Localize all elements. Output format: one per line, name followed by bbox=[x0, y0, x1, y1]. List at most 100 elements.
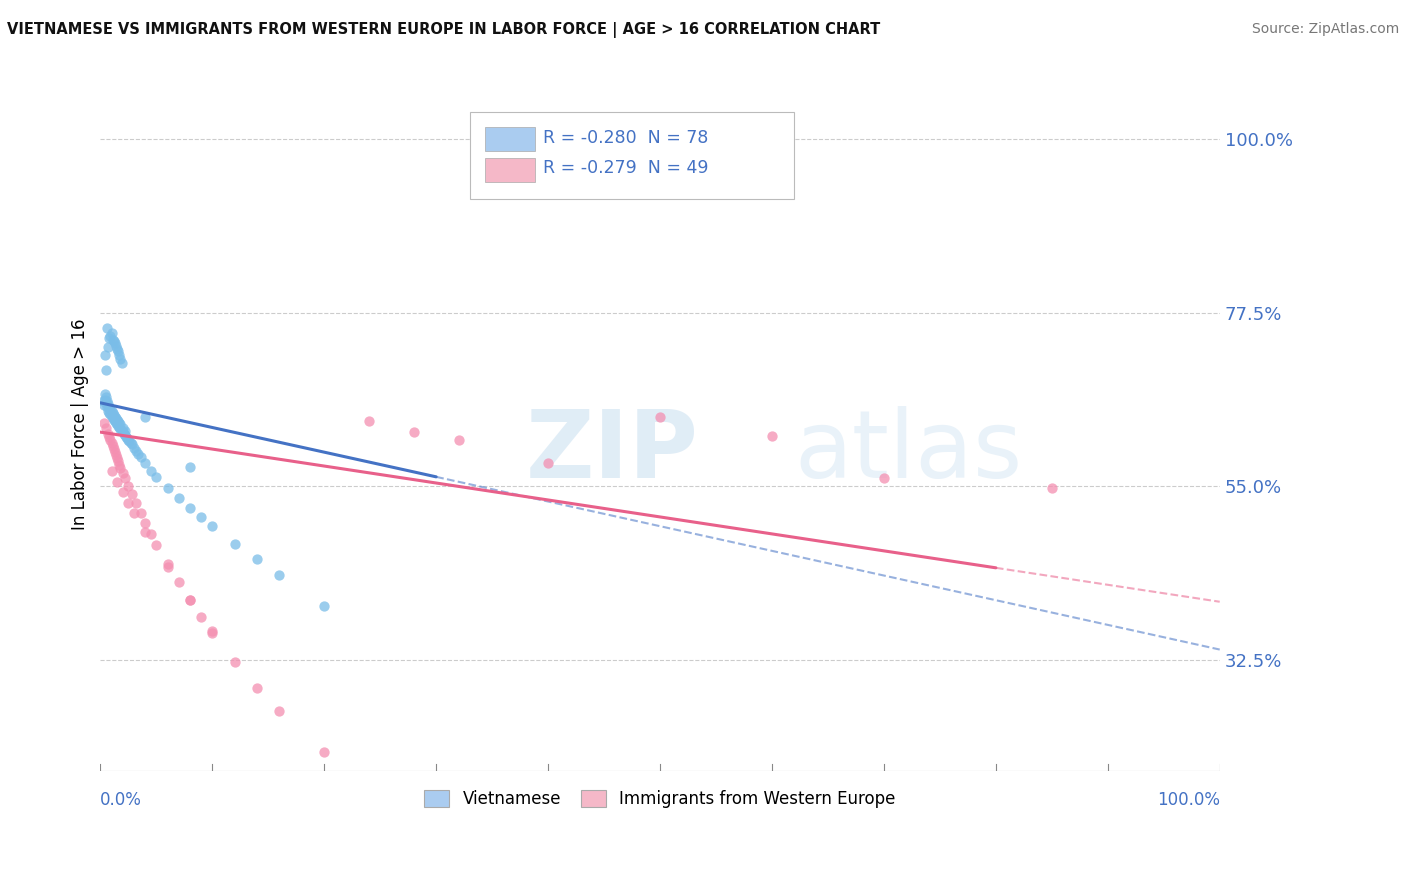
Point bbox=[94, 392, 117, 407]
Point bbox=[156, 481, 179, 495]
Text: ZIP: ZIP bbox=[526, 406, 699, 498]
Point bbox=[224, 537, 246, 551]
Text: R = -0.280  N = 78: R = -0.280 N = 78 bbox=[543, 128, 707, 147]
Point bbox=[100, 326, 122, 341]
Point bbox=[105, 416, 128, 430]
Point bbox=[190, 510, 212, 524]
Point bbox=[114, 471, 136, 485]
Point bbox=[97, 426, 120, 441]
Point bbox=[100, 403, 122, 417]
Point bbox=[105, 411, 128, 425]
Point bbox=[108, 348, 131, 362]
Point bbox=[201, 519, 224, 533]
Point bbox=[101, 439, 124, 453]
Point bbox=[114, 424, 136, 438]
Point bbox=[93, 416, 115, 430]
Point bbox=[134, 516, 156, 530]
Text: 0.0%: 0.0% bbox=[100, 790, 142, 809]
Point bbox=[100, 328, 122, 343]
Point bbox=[105, 448, 128, 462]
Point bbox=[179, 459, 201, 474]
FancyBboxPatch shape bbox=[485, 128, 534, 151]
Point bbox=[100, 408, 122, 422]
FancyBboxPatch shape bbox=[485, 158, 534, 182]
Point bbox=[94, 396, 117, 410]
Point bbox=[139, 527, 162, 541]
Point bbox=[134, 525, 156, 540]
Point bbox=[648, 409, 671, 424]
Point bbox=[117, 433, 139, 447]
Point bbox=[93, 398, 115, 412]
Point bbox=[104, 409, 127, 424]
Point bbox=[105, 342, 128, 356]
Point bbox=[103, 408, 125, 422]
Point bbox=[121, 437, 143, 451]
Point bbox=[224, 655, 246, 669]
Point bbox=[156, 560, 179, 574]
Point bbox=[112, 426, 135, 441]
Point bbox=[120, 436, 142, 450]
Point bbox=[105, 339, 128, 353]
Point bbox=[101, 411, 124, 425]
Point bbox=[96, 321, 118, 335]
Y-axis label: In Labor Force | Age > 16: In Labor Force | Age > 16 bbox=[72, 318, 89, 530]
Point bbox=[104, 445, 127, 459]
Point bbox=[246, 552, 269, 566]
Point bbox=[314, 599, 336, 613]
Point bbox=[139, 464, 162, 478]
Point bbox=[105, 413, 128, 427]
Point bbox=[156, 557, 179, 571]
Point bbox=[110, 351, 132, 366]
Point bbox=[134, 456, 156, 470]
Point bbox=[107, 419, 129, 434]
Point bbox=[114, 428, 136, 442]
Point bbox=[105, 475, 128, 490]
Point bbox=[103, 334, 125, 348]
Point bbox=[269, 704, 291, 718]
Point bbox=[111, 424, 134, 438]
Point bbox=[129, 506, 152, 520]
Point bbox=[402, 425, 425, 439]
Point bbox=[115, 430, 138, 444]
Point bbox=[117, 496, 139, 510]
Point bbox=[94, 386, 117, 401]
Point bbox=[105, 417, 128, 432]
Point bbox=[761, 429, 783, 443]
Point bbox=[97, 403, 120, 417]
Point bbox=[100, 464, 122, 478]
Point bbox=[91, 394, 114, 409]
Point bbox=[107, 454, 129, 468]
Point bbox=[118, 434, 141, 449]
Point bbox=[100, 436, 122, 450]
Point bbox=[129, 450, 152, 464]
Point bbox=[122, 506, 145, 520]
Point bbox=[104, 414, 127, 428]
Point bbox=[111, 421, 134, 435]
Point bbox=[101, 406, 124, 420]
Text: atlas: atlas bbox=[794, 406, 1022, 498]
Point bbox=[94, 363, 117, 377]
Legend: Vietnamese, Immigrants from Western Europe: Vietnamese, Immigrants from Western Euro… bbox=[418, 783, 903, 815]
Point bbox=[179, 593, 201, 607]
FancyBboxPatch shape bbox=[470, 112, 794, 199]
Point bbox=[167, 491, 190, 505]
Point bbox=[94, 421, 117, 435]
Point bbox=[111, 425, 134, 439]
Point bbox=[94, 391, 117, 405]
Point bbox=[1040, 481, 1063, 495]
Point bbox=[104, 336, 127, 351]
Point bbox=[873, 471, 896, 485]
Point bbox=[98, 331, 121, 345]
Point bbox=[447, 433, 470, 447]
Point bbox=[105, 451, 128, 466]
Point bbox=[110, 417, 132, 432]
Point bbox=[103, 442, 125, 456]
Point bbox=[537, 456, 560, 470]
Point bbox=[98, 400, 121, 414]
Point bbox=[201, 624, 224, 638]
Point bbox=[97, 397, 120, 411]
Point bbox=[269, 567, 291, 582]
Point bbox=[94, 348, 117, 362]
Point bbox=[110, 460, 132, 475]
Point bbox=[357, 413, 380, 427]
